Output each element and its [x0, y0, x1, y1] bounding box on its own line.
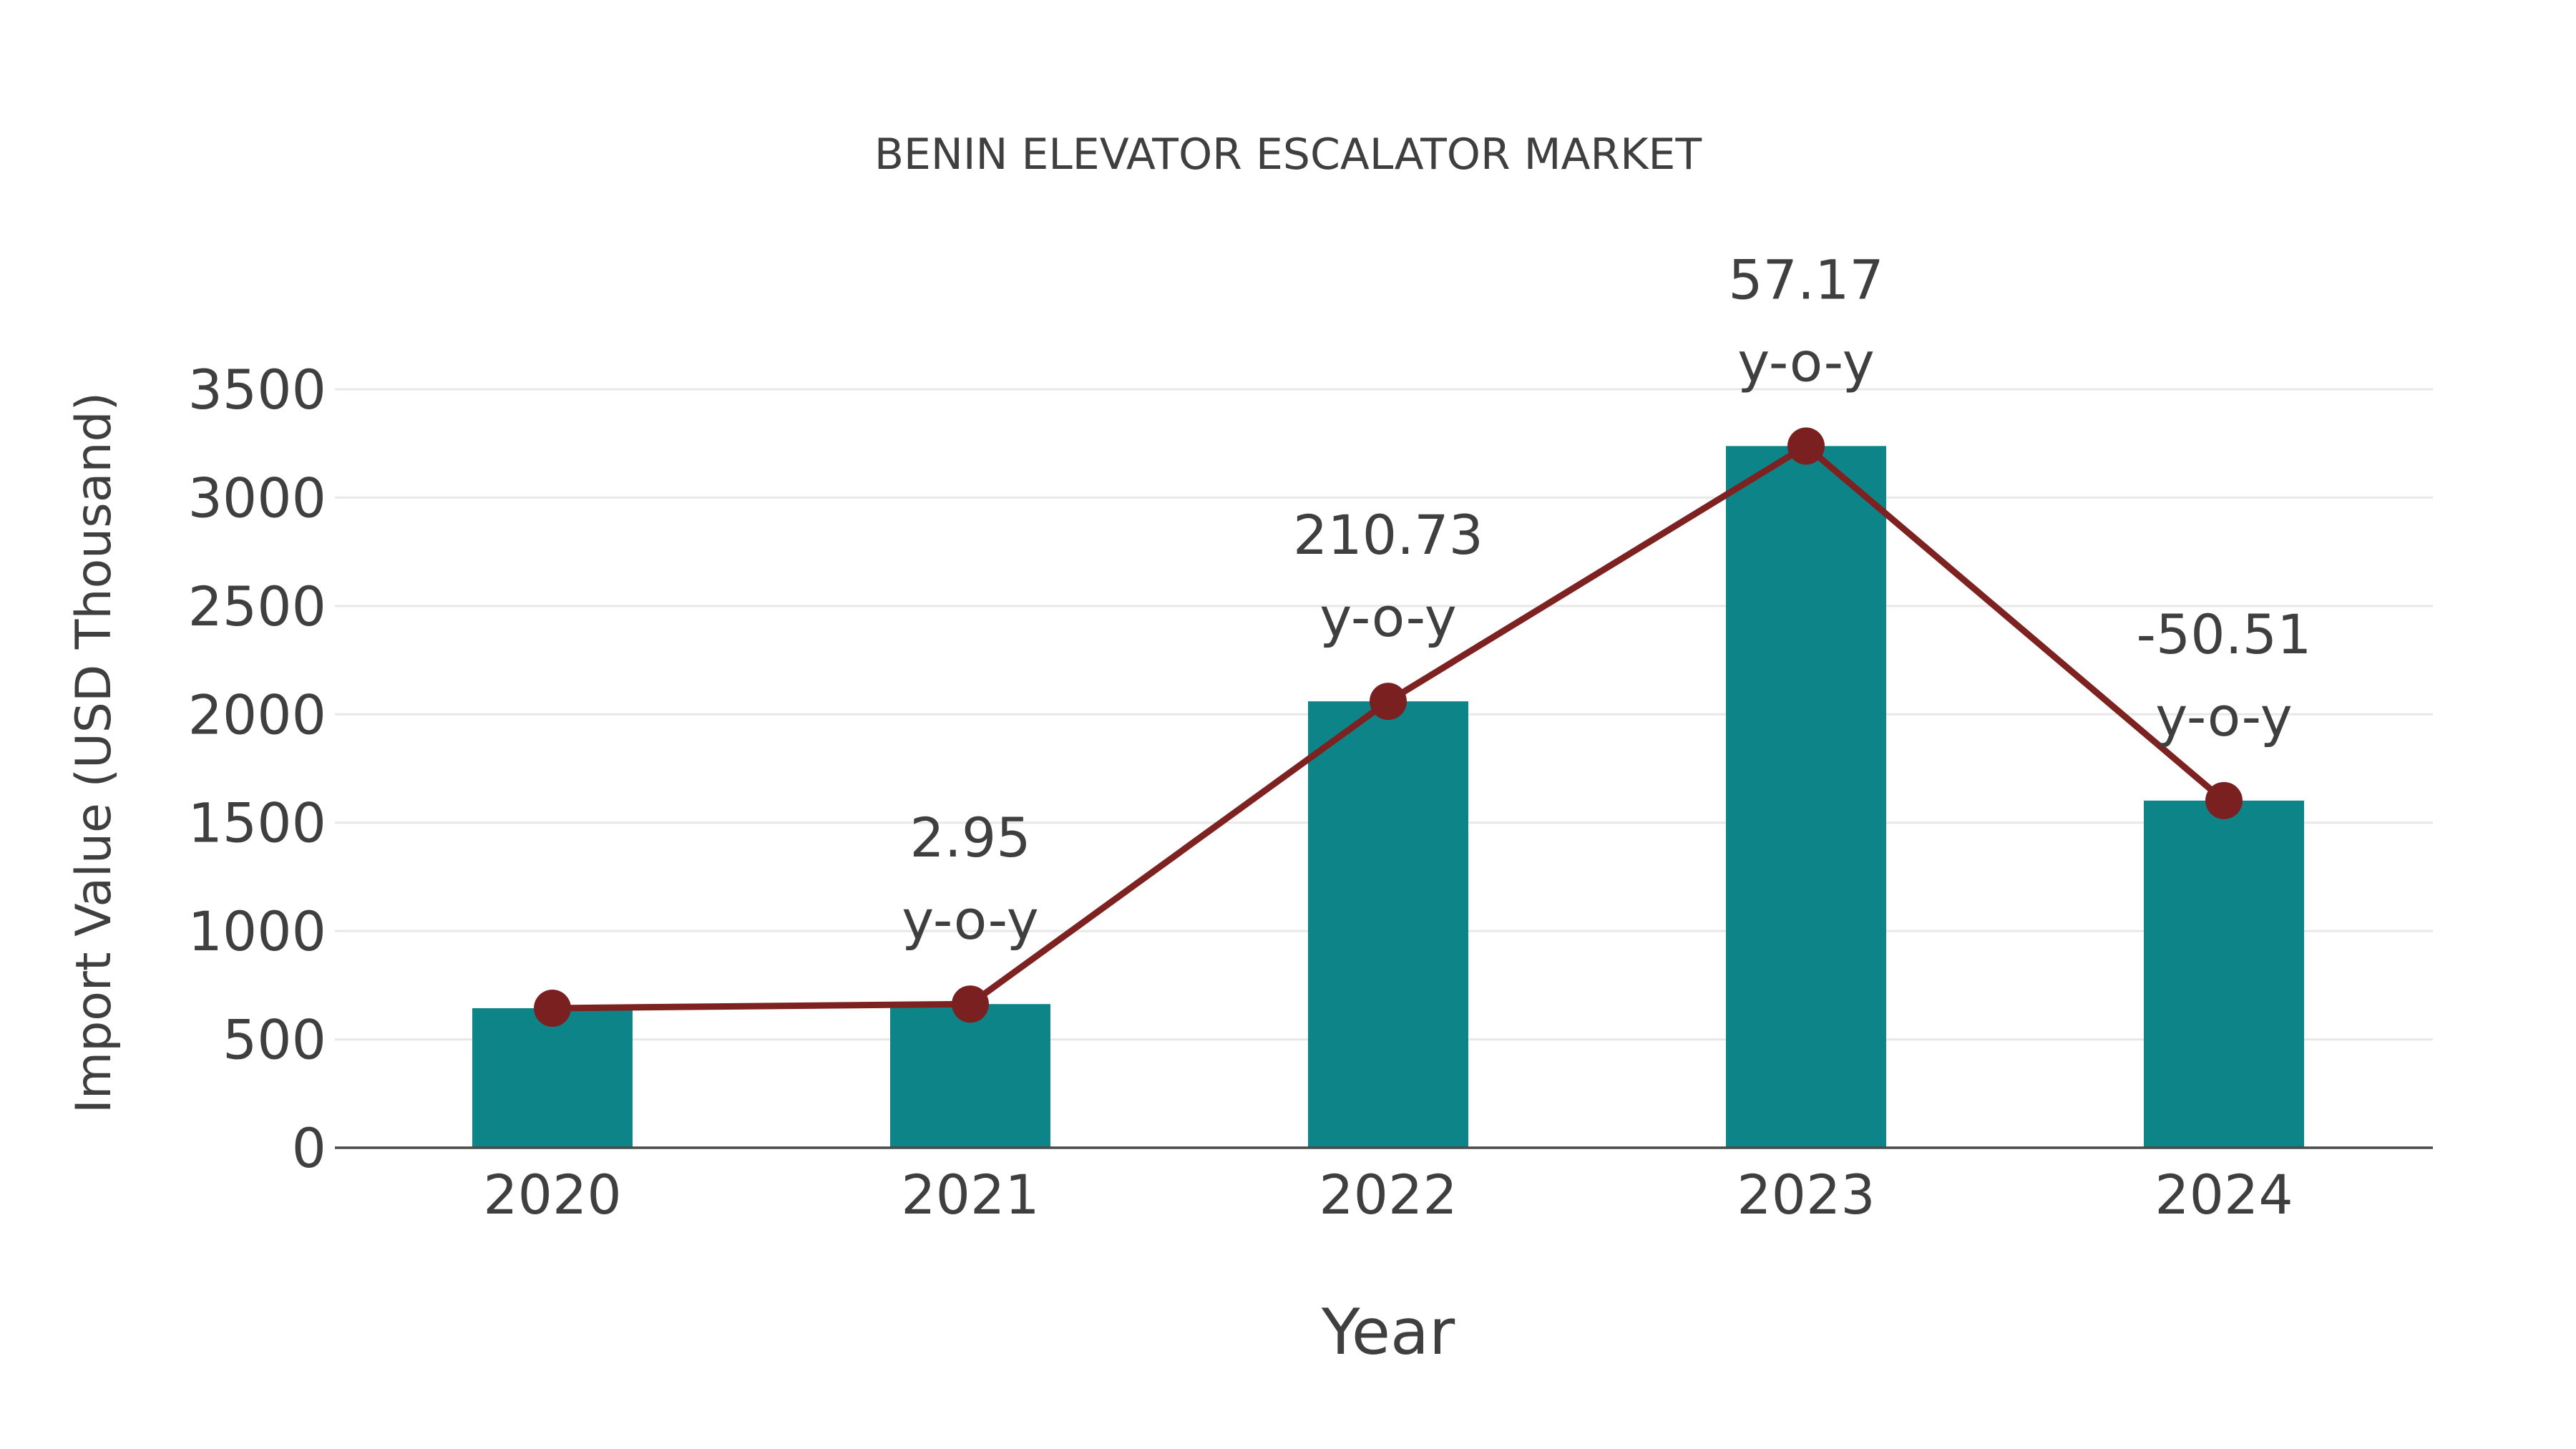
- y-tick-label: 3000: [188, 466, 326, 530]
- yoy-marker-2022: [1370, 683, 1407, 721]
- annotation-suffix-2021: y-o-y: [902, 888, 1038, 952]
- bar-2021: [890, 1004, 1050, 1148]
- annotation-suffix-2023: y-o-y: [1737, 330, 1874, 394]
- bar-2024: [2144, 800, 2304, 1148]
- x-tick-label-2023: 2023: [1737, 1163, 1875, 1226]
- x-tick-label-2022: 2022: [1319, 1163, 1457, 1226]
- annotation-value-2023: 57.17: [1728, 248, 1884, 311]
- x-tick-label-2021: 2021: [901, 1163, 1039, 1226]
- chart-title: BENIN ELEVATOR ESCALATOR MARKET: [874, 130, 1702, 180]
- y-tick-label: 2000: [188, 683, 326, 746]
- bar-2022: [1308, 701, 1468, 1148]
- annotation-value-2024: -50.51: [2137, 602, 2312, 666]
- annotation-suffix-2024: y-o-y: [2155, 685, 2292, 748]
- y-tick-label: 500: [223, 1008, 326, 1072]
- yoy-marker-2024: [2205, 781, 2243, 819]
- annotation-value-2022: 210.73: [1293, 503, 1483, 567]
- x-axis-title: Year: [1321, 1295, 1455, 1369]
- annotation-suffix-2022: y-o-y: [1319, 585, 1456, 649]
- y-tick-label: 0: [292, 1116, 326, 1180]
- yoy-marker-2020: [534, 989, 571, 1027]
- x-tick-label-2020: 2020: [483, 1163, 621, 1226]
- yoy-marker-2021: [952, 985, 989, 1023]
- bar-2023: [1726, 446, 1886, 1148]
- y-tick-label: 2500: [188, 575, 326, 638]
- annotation-value-2021: 2.95: [909, 806, 1030, 869]
- y-tick-label: 3500: [188, 358, 326, 421]
- yoy-marker-2023: [1787, 427, 1825, 465]
- x-tick-label-2024: 2024: [2155, 1163, 2293, 1226]
- y-tick-label: 1000: [188, 899, 326, 963]
- y-tick-label: 1500: [188, 791, 326, 855]
- bar-2020: [472, 1008, 633, 1148]
